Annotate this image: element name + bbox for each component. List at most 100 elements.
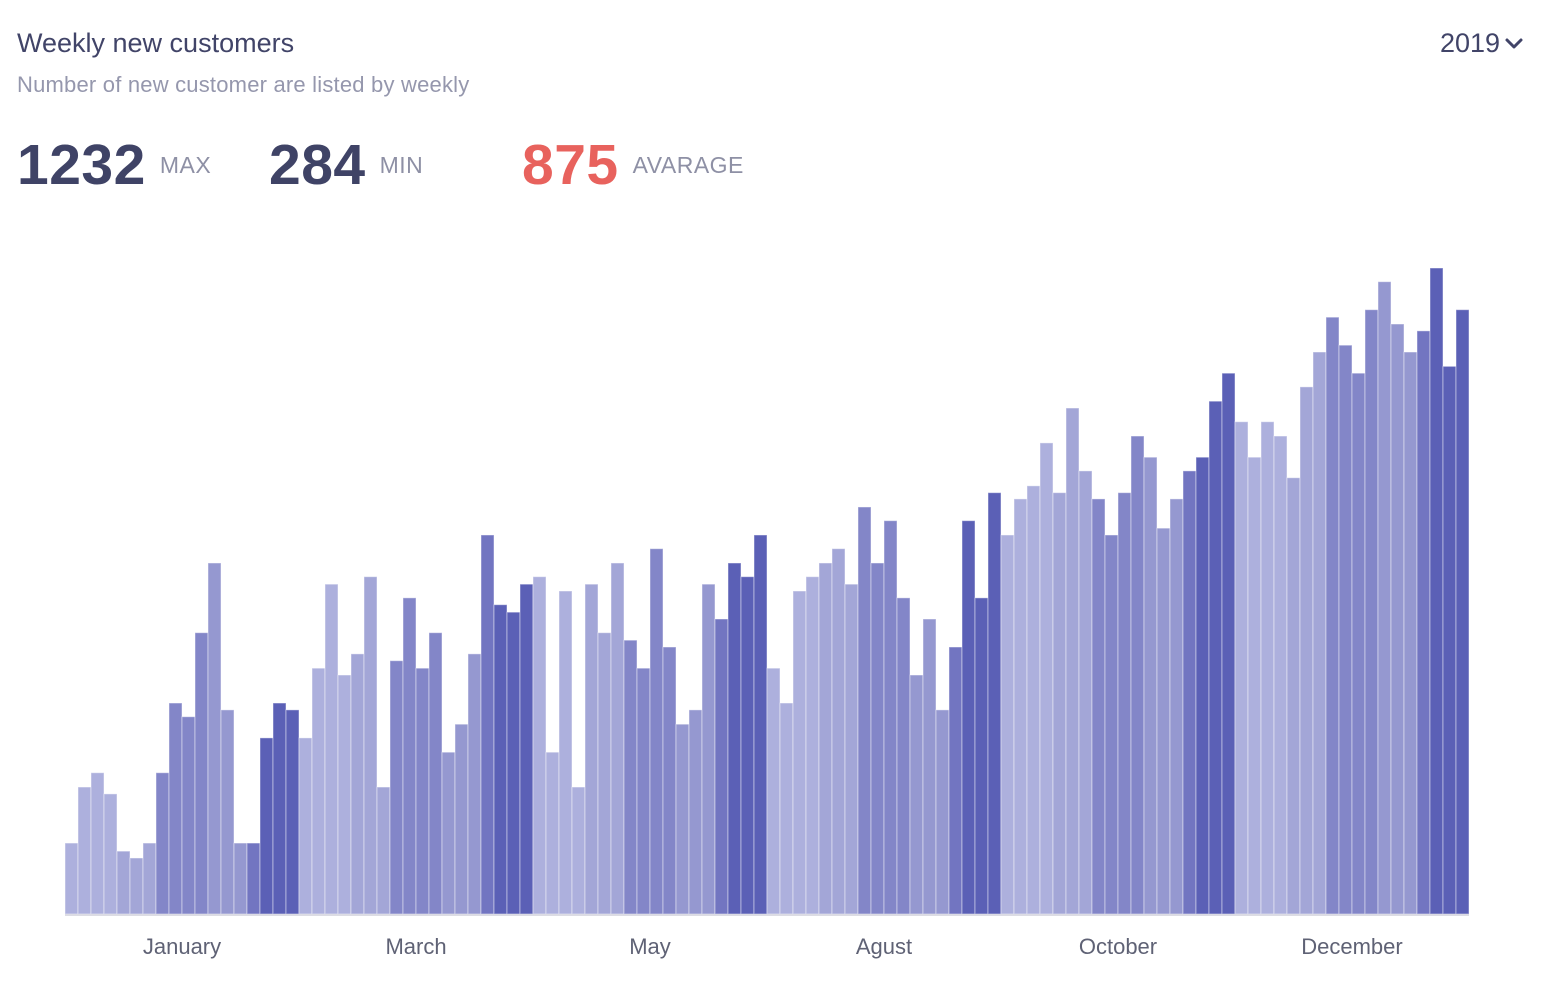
bar [1169,498,1184,915]
bar [246,842,261,915]
bar [610,562,625,915]
x-tick-labels: January March May Agust October December [143,934,1403,959]
bar [844,583,859,915]
bar [1260,421,1275,915]
bar [519,583,534,915]
bar [1195,456,1210,915]
stat-min: 284 MIN [269,132,423,198]
bar [766,667,781,915]
bar [649,548,664,915]
bar [1455,309,1470,915]
bar [350,653,365,915]
bar [1117,492,1132,915]
bar [1351,372,1366,915]
stat-max: 1232 MAX [17,132,211,198]
bar [402,597,417,915]
bar [337,674,352,915]
bar [376,786,391,915]
bar [1273,435,1288,915]
bar [662,646,677,915]
bar [1065,407,1080,915]
bar [194,632,209,915]
x-tick-label: October [1079,934,1157,959]
bar [1052,492,1067,915]
bar [1143,456,1158,915]
bar [1286,477,1301,915]
stat-min-label: MIN [379,152,424,178]
bar [298,737,313,915]
bar [740,576,755,915]
bar [1299,386,1314,915]
bar [1104,534,1119,915]
bar [974,597,989,915]
bar [389,660,404,915]
chevron-down-icon [1505,38,1523,48]
bar [883,520,898,915]
bar [1000,534,1015,915]
bar [1403,351,1418,915]
bar [480,534,495,915]
stat-average-value: 875 [522,133,619,197]
bar [623,639,638,915]
x-tick-label: January [143,934,221,959]
bar [688,709,703,915]
year-select[interactable]: 2019 [1440,28,1524,59]
bar [233,842,248,915]
bar [805,576,820,915]
bar [1377,281,1392,915]
bar [1312,351,1327,915]
bar [1325,316,1340,915]
bar [909,674,924,915]
bar [259,737,274,915]
bar [103,793,118,915]
bar [1039,442,1054,915]
bar [1091,498,1106,915]
bar [1416,330,1431,915]
chart-subtitle: Number of new customer are listed by wee… [17,72,470,97]
bar [935,709,950,915]
bar [1208,400,1223,915]
bar [1026,485,1041,915]
bar [116,850,131,915]
bar [493,604,508,915]
bar [441,751,456,915]
bar [818,562,833,915]
bar [1182,470,1197,915]
bar [129,857,144,915]
bar [714,618,729,915]
bar [961,520,976,915]
bar [1234,421,1249,915]
bar [1013,498,1028,915]
bar [779,702,794,915]
bar [1338,344,1353,915]
bar [77,786,92,915]
bar [545,751,560,915]
bar [220,709,235,915]
bar [272,702,287,915]
bar [1364,309,1379,915]
bar [1078,470,1093,915]
x-tick-label: March [385,934,446,959]
bar [675,723,690,915]
bar [857,506,872,915]
bar [415,667,430,915]
stat-max-label: MAX [159,152,212,178]
bar [363,576,378,915]
bar [1130,435,1145,915]
bar [454,723,469,915]
bar [1442,365,1457,915]
stat-average-label: AVARAGE [632,152,744,178]
bar [1247,456,1262,915]
bar [558,590,573,915]
bar [636,667,651,915]
bar [922,618,937,915]
bar [584,583,599,915]
bar [896,597,911,915]
bar [948,646,963,915]
bar [870,562,885,915]
bar [506,611,521,915]
bar [467,653,482,915]
bar [597,632,612,915]
bar [285,709,300,915]
